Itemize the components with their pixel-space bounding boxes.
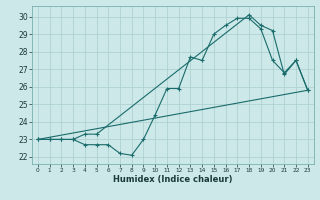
X-axis label: Humidex (Indice chaleur): Humidex (Indice chaleur)	[113, 175, 233, 184]
